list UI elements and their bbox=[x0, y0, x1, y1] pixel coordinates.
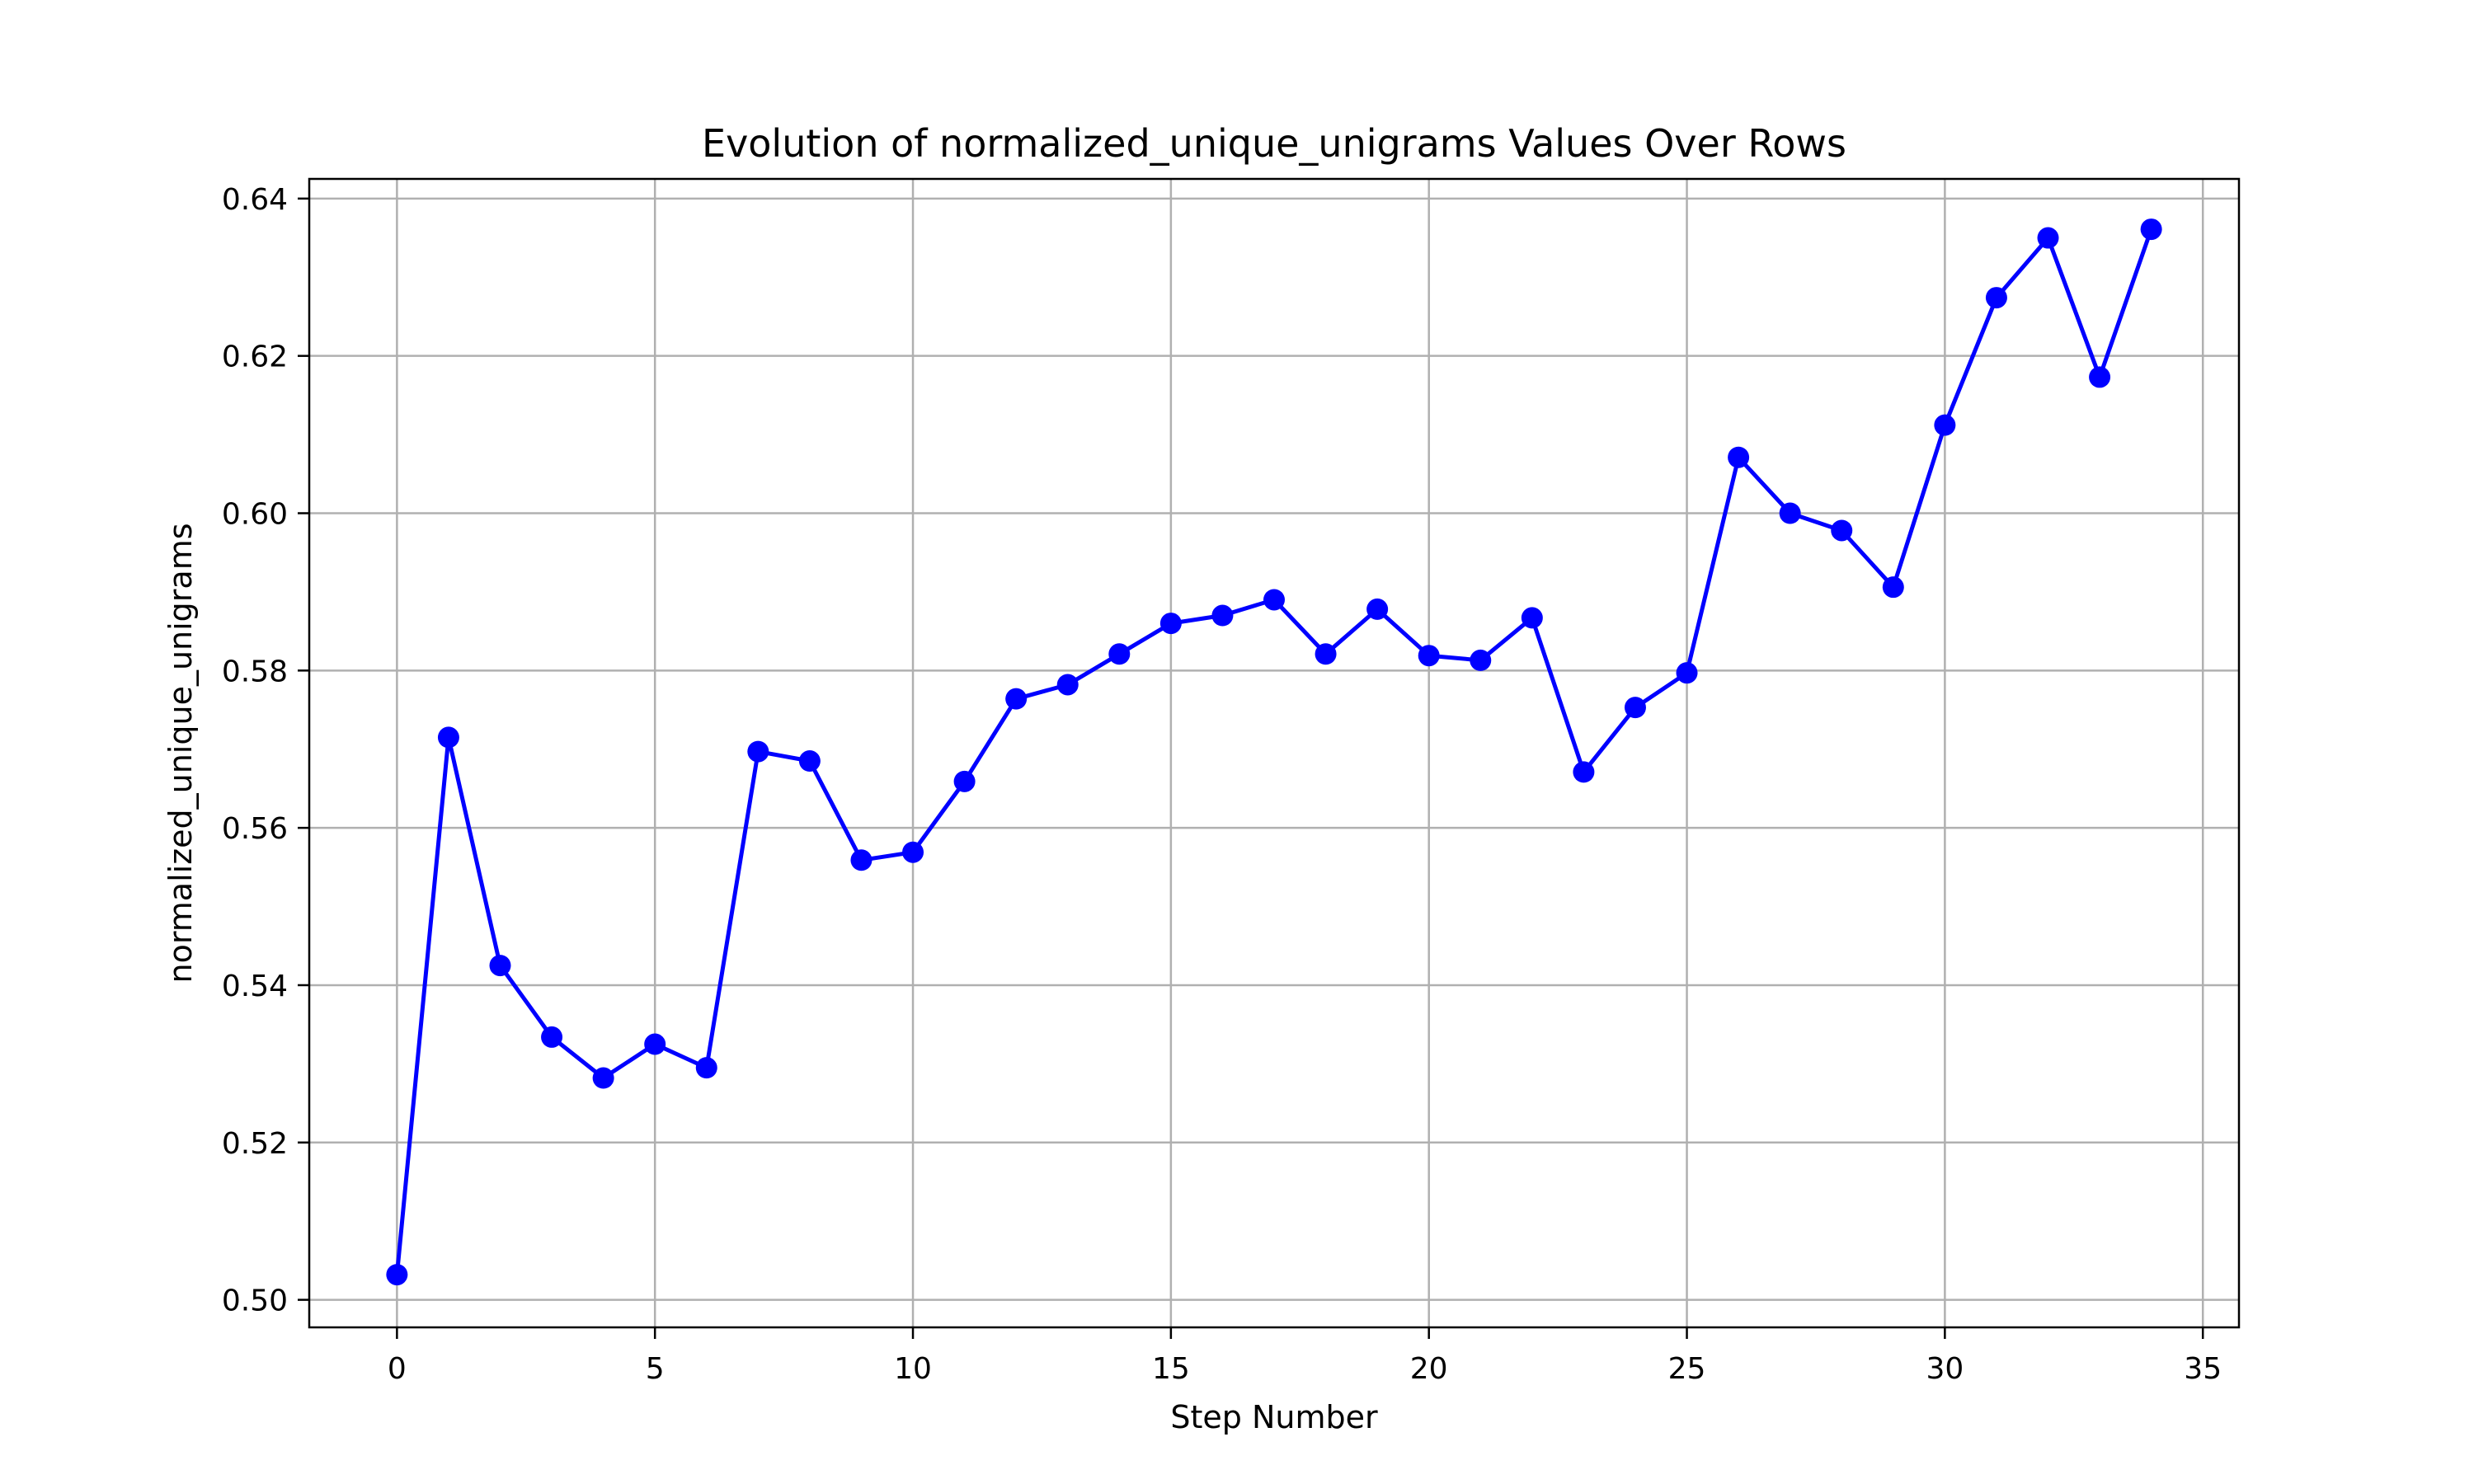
y-tick-label: 0.54 bbox=[222, 970, 288, 1003]
data-point bbox=[1418, 645, 1440, 667]
data-point bbox=[541, 1026, 563, 1048]
data-point bbox=[1779, 502, 1801, 524]
data-point bbox=[1831, 519, 1853, 542]
data-point bbox=[489, 955, 511, 977]
data-point bbox=[1159, 613, 1182, 635]
y-axis-label: normalized_unique_unigrams bbox=[162, 523, 199, 983]
data-point bbox=[747, 740, 769, 763]
data-point bbox=[644, 1033, 666, 1055]
data-point bbox=[1573, 761, 1595, 783]
y-tick-label: 0.58 bbox=[222, 655, 288, 688]
x-tick-label: 5 bbox=[646, 1352, 665, 1386]
data-point bbox=[386, 1264, 408, 1286]
axis-ticks: 0 5 10 15 20 25 30 35 0.50 0.52 0.54 0.56 0.58 0.60 0.… bbox=[222, 183, 2222, 1386]
data-point bbox=[695, 1057, 717, 1079]
data-point bbox=[1624, 697, 1646, 719]
data-point bbox=[1005, 688, 1028, 710]
data-point bbox=[953, 770, 976, 792]
data-point bbox=[2089, 366, 2111, 388]
data-point bbox=[1470, 649, 1492, 671]
data-point bbox=[1315, 643, 1337, 665]
data-point bbox=[437, 726, 459, 749]
series-layer bbox=[386, 218, 2162, 1286]
data-point bbox=[1263, 589, 1285, 611]
x-tick-label: 30 bbox=[1926, 1352, 1964, 1386]
data-point bbox=[1521, 607, 1543, 629]
data-point bbox=[1985, 287, 2007, 309]
plot-frame bbox=[308, 177, 2241, 1329]
chart-title: Evolution of normalized_unique_unigrams … bbox=[702, 121, 1846, 166]
data-point bbox=[1934, 414, 1956, 436]
data-point bbox=[1728, 446, 1750, 468]
data-point bbox=[798, 750, 821, 773]
x-tick-label: 25 bbox=[1668, 1352, 1706, 1386]
x-tick-label: 35 bbox=[2184, 1352, 2222, 1386]
data-point bbox=[2037, 227, 2059, 249]
y-tick-label: 0.50 bbox=[222, 1284, 288, 1318]
data-point bbox=[2140, 218, 2162, 241]
data-point bbox=[1211, 604, 1234, 627]
data-point bbox=[1056, 674, 1079, 696]
x-tick-label: 0 bbox=[388, 1352, 407, 1386]
y-tick-label: 0.60 bbox=[222, 497, 288, 531]
data-point bbox=[902, 841, 924, 863]
data-point bbox=[592, 1067, 614, 1089]
y-tick-label: 0.56 bbox=[222, 812, 288, 846]
data-point bbox=[1676, 662, 1698, 684]
x-tick-label: 10 bbox=[894, 1352, 932, 1386]
y-tick-label: 0.52 bbox=[222, 1127, 288, 1161]
x-tick-label: 20 bbox=[1410, 1352, 1448, 1386]
x-tick-label: 15 bbox=[1152, 1352, 1190, 1386]
data-point bbox=[850, 849, 872, 871]
data-point bbox=[1366, 598, 1389, 620]
y-tick-label: 0.64 bbox=[222, 183, 288, 217]
x-axis-label: Step Number bbox=[1170, 1399, 1378, 1435]
data-point bbox=[1108, 643, 1131, 665]
data-point bbox=[1882, 576, 1904, 599]
y-tick-label: 0.62 bbox=[222, 340, 288, 374]
